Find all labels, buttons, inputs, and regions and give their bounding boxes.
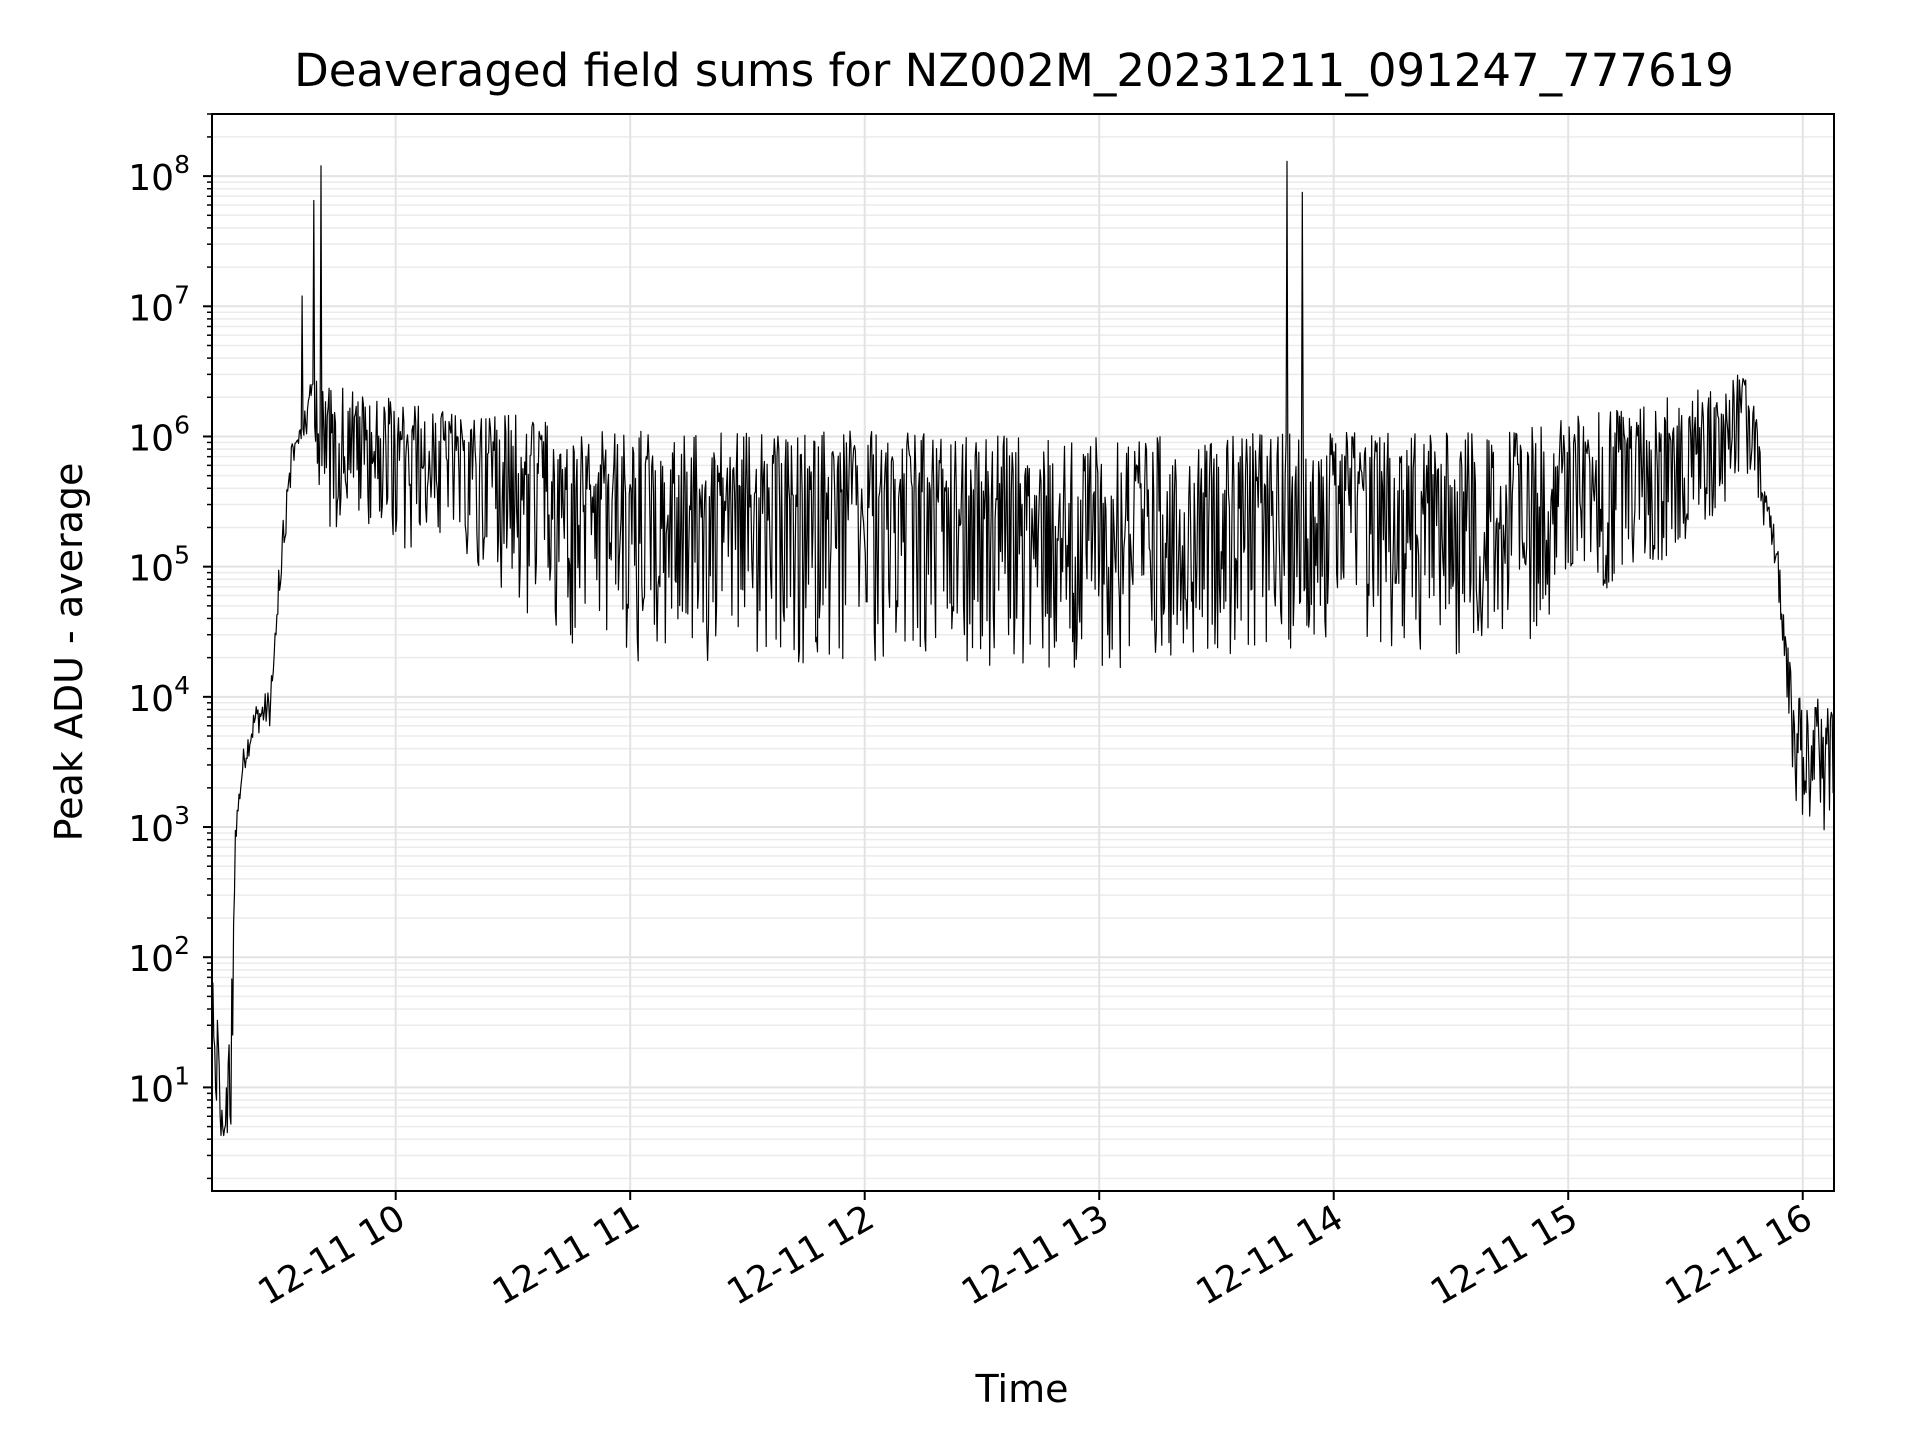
y-tick-label: 106 (128, 410, 190, 459)
y-tick-label: 105 (128, 541, 190, 590)
y-tick-label: 108 (128, 150, 190, 199)
y-tick-label: 107 (128, 280, 190, 329)
minor-grid (212, 113, 1834, 1180)
plot-frame (211, 113, 1835, 1192)
y-axis-label: Peak ADU - average (47, 463, 91, 842)
y-axis: 101 102 103 104 105 106 107 108 (128, 113, 212, 1180)
plot-area (211, 113, 1835, 1192)
y-tick-label: 103 (128, 801, 190, 850)
chart-title: Deaveraged field sums for NZ002M_2023121… (294, 44, 1734, 97)
series-layer (211, 160, 1835, 1137)
y-tick-label: 102 (128, 931, 190, 980)
series-line (211, 160, 1835, 1137)
y-tick-label: 101 (128, 1061, 190, 1110)
y-tick-label: 104 (128, 671, 190, 720)
x-axis-label: Time (975, 1367, 1069, 1411)
